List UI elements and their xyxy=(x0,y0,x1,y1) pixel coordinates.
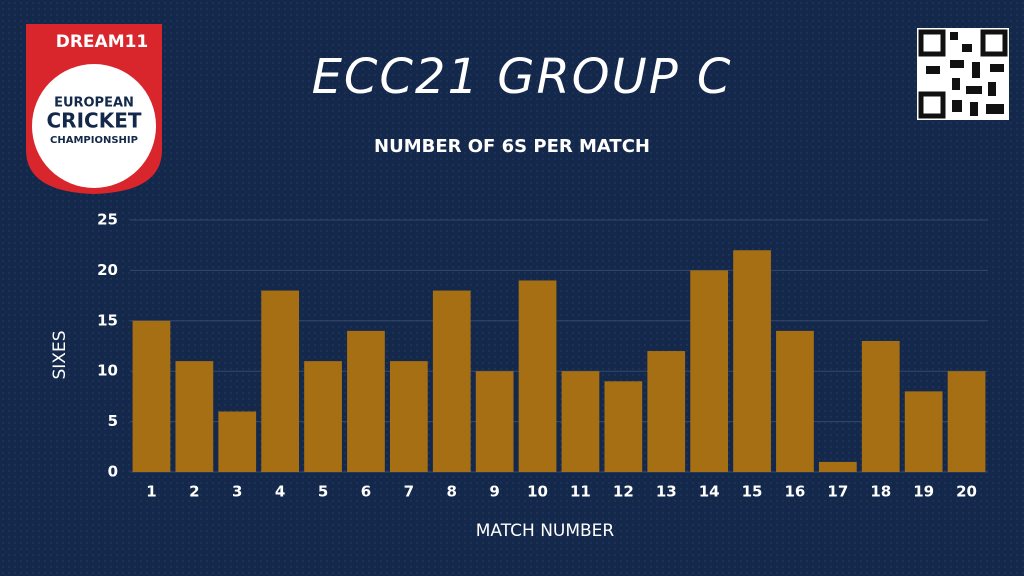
x-tick-label: 16 xyxy=(785,483,806,501)
bar xyxy=(518,280,557,472)
bar xyxy=(175,361,214,472)
bar xyxy=(690,270,729,472)
bar xyxy=(561,371,600,472)
y-tick-label: 20 xyxy=(97,261,118,279)
y-tick-label: 15 xyxy=(97,311,118,329)
y-tick-label: 25 xyxy=(97,211,118,229)
bar xyxy=(347,330,385,472)
logo-line: CRICKET xyxy=(47,109,142,133)
x-tick-label: 11 xyxy=(570,483,591,501)
y-tick-label: 10 xyxy=(97,362,118,380)
x-tick-label: 14 xyxy=(699,483,720,501)
qr-code xyxy=(917,28,1009,120)
logo-circle xyxy=(32,64,156,188)
x-tick-label: 1 xyxy=(146,483,156,501)
bar xyxy=(304,361,342,472)
x-tick-label: 15 xyxy=(742,483,763,501)
qr-finder xyxy=(980,29,1008,57)
x-tick-label: 8 xyxy=(447,483,457,501)
chart-title: ECC21 GROUP C xyxy=(312,49,733,105)
x-axis-label: MATCH NUMBER xyxy=(476,521,615,541)
bar xyxy=(132,320,171,472)
logo-line: CHAMPIONSHIP xyxy=(50,135,138,146)
logo: DREAM11 EUROPEAN CRICKET CHAMPIONSHIP xyxy=(26,24,162,194)
logo-line: EUROPEAN xyxy=(54,96,134,111)
y-tick-label: 5 xyxy=(108,412,118,430)
x-tick-label: 10 xyxy=(527,483,548,501)
qr-finder xyxy=(918,91,946,119)
bar xyxy=(733,250,771,472)
x-tick-label: 19 xyxy=(913,483,934,501)
x-tick-label: 5 xyxy=(318,483,328,501)
x-tick-label: 6 xyxy=(361,483,371,501)
qr-modules xyxy=(926,32,1004,116)
qr-finder xyxy=(918,29,946,57)
bar xyxy=(818,461,857,472)
x-tick-label: 7 xyxy=(404,483,414,501)
x-tick-label: 12 xyxy=(613,483,634,501)
x-tick-label: 2 xyxy=(189,483,199,501)
chart-subtitle: NUMBER OF 6S PER MATCH xyxy=(374,136,650,157)
bar xyxy=(389,361,428,472)
x-tick-label: 13 xyxy=(656,483,677,501)
bar xyxy=(904,391,943,472)
x-tick-label: 3 xyxy=(232,483,242,501)
y-axis-label: SIXES xyxy=(50,331,70,380)
x-tick-label: 9 xyxy=(489,483,499,501)
logo-brand: DREAM11 xyxy=(56,32,149,52)
bar xyxy=(218,411,257,472)
bar xyxy=(261,290,300,472)
y-tick-label: 0 xyxy=(108,463,118,481)
bar xyxy=(947,371,986,472)
x-tick-label: 4 xyxy=(275,483,285,501)
bar xyxy=(647,351,686,472)
bar xyxy=(432,290,471,472)
x-tick-label: 18 xyxy=(870,483,891,501)
x-tick-label: 20 xyxy=(956,483,977,501)
bar xyxy=(861,340,900,472)
bar xyxy=(475,371,514,472)
bar xyxy=(604,381,643,472)
bar xyxy=(776,330,814,472)
x-tick-label: 17 xyxy=(827,483,848,501)
